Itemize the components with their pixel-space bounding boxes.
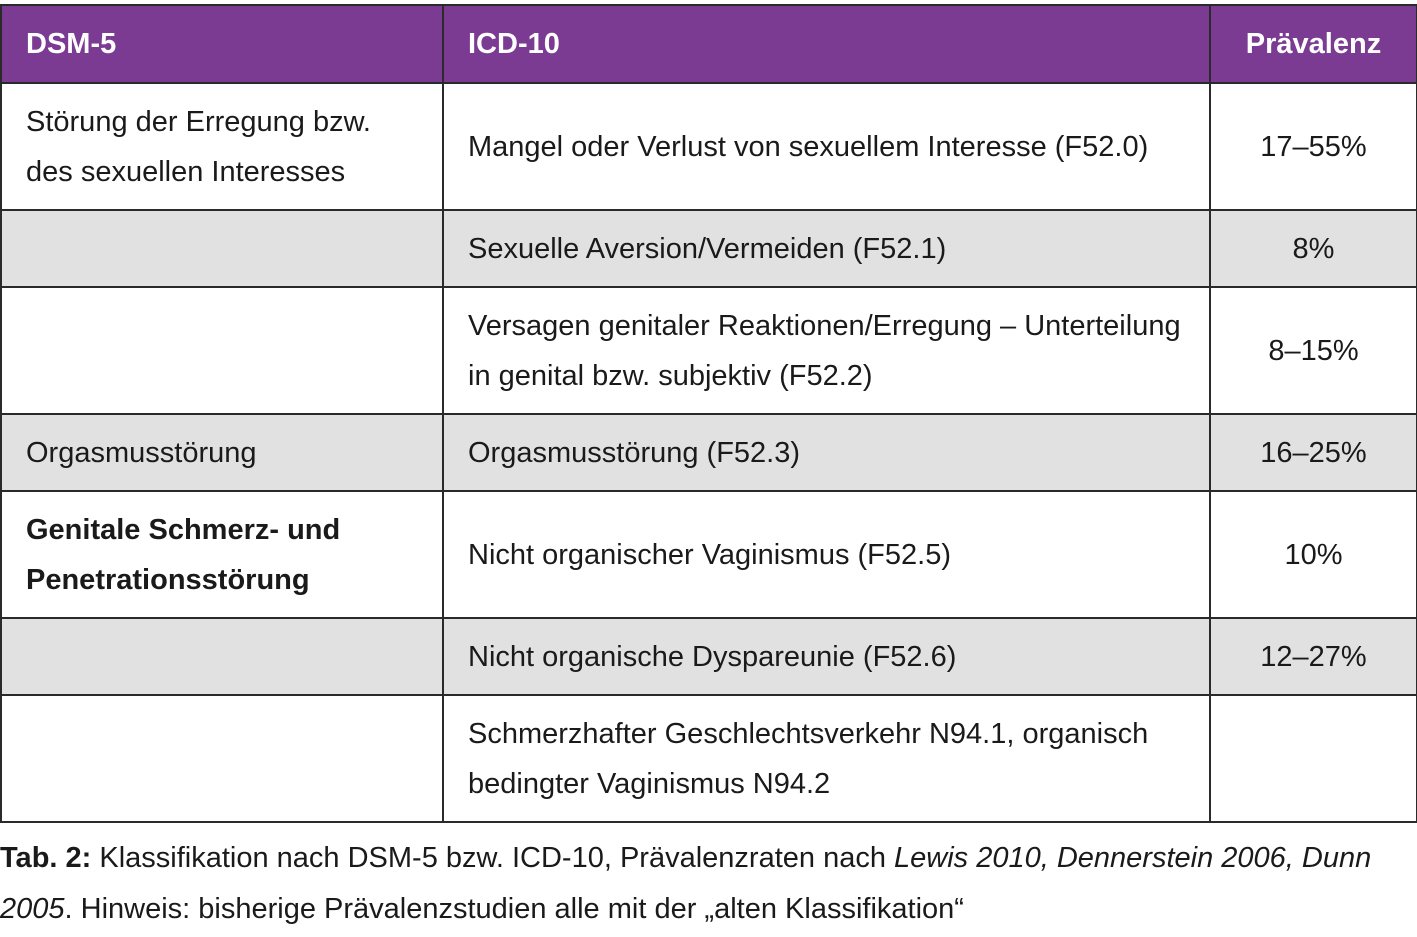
cell-prevalence: 12–27% <box>1209 617 1417 696</box>
cell-icd: Nicht organische Dyspareunie (F52.6) <box>442 617 1211 696</box>
cell-dsm: Genitale Schmerz- und Penetrationsstörun… <box>0 490 444 619</box>
table-row: Schmerzhafter Geschlechtsverkehr N94.1, … <box>0 694 1417 823</box>
caption-text: Klassifikation nach DSM-5 bzw. ICD-10, P… <box>91 842 895 874</box>
table-caption: Tab. 2: Klassifikation nach DSM-5 bzw. I… <box>0 833 1410 935</box>
table-row: Versagen genitaler Reaktionen/Erregung –… <box>0 286 1417 415</box>
cell-dsm <box>0 209 444 288</box>
header-dsm: DSM-5 <box>0 4 444 84</box>
cell-dsm <box>0 286 444 415</box>
cell-icd: Mangel oder Verlust von sexuellem Intere… <box>442 82 1211 211</box>
table-header-row: DSM-5 ICD-10 Prävalenz <box>0 4 1417 84</box>
cell-prevalence: 16–25% <box>1209 413 1417 492</box>
caption-references: Lewis 2010, Dennerstein 2006, Dunn 2005 <box>0 842 1372 925</box>
cell-icd: Orgasmusstörung (F52.3) <box>442 413 1211 492</box>
cell-prevalence: 17–55% <box>1209 82 1417 211</box>
cell-prevalence <box>1209 694 1417 823</box>
cell-dsm <box>0 617 444 696</box>
cell-icd: Schmerzhafter Geschlechtsverkehr N94.1, … <box>442 694 1211 823</box>
table-row: Genitale Schmerz- und Penetrationsstörun… <box>0 490 1417 619</box>
cell-dsm <box>0 694 444 823</box>
cell-icd: Nicht organischer Vaginismus (F52.5) <box>442 490 1211 619</box>
table-row: Orgasmusstörung Orgasmusstörung (F52.3) … <box>0 413 1417 492</box>
cell-dsm: Störung der Erregung bzw. des sexuellen … <box>0 82 444 211</box>
cell-icd: Versagen genitaler Reaktionen/Erregung –… <box>442 286 1211 415</box>
cell-prevalence: 8–15% <box>1209 286 1417 415</box>
cell-prevalence: 8% <box>1209 209 1417 288</box>
caption-label: Tab. 2: <box>0 842 92 874</box>
table-row: Sexuelle Aversion/Vermeiden (F52.1) 8% <box>0 209 1417 288</box>
cell-prevalence: 10% <box>1209 490 1417 619</box>
classification-table: DSM-5 ICD-10 Prävalenz Störung der Erreg… <box>0 4 1417 823</box>
header-icd: ICD-10 <box>442 4 1211 84</box>
table-row: Störung der Erregung bzw. des sexuellen … <box>0 82 1417 211</box>
cell-dsm: Orgasmusstörung <box>0 413 444 492</box>
caption-note: . Hinweis: bisherige Prävalenzstudien al… <box>64 893 964 925</box>
header-prevalence: Prävalenz <box>1209 4 1417 84</box>
table-row: Nicht organische Dyspareunie (F52.6) 12–… <box>0 617 1417 696</box>
cell-icd: Sexuelle Aversion/Vermeiden (F52.1) <box>442 209 1211 288</box>
